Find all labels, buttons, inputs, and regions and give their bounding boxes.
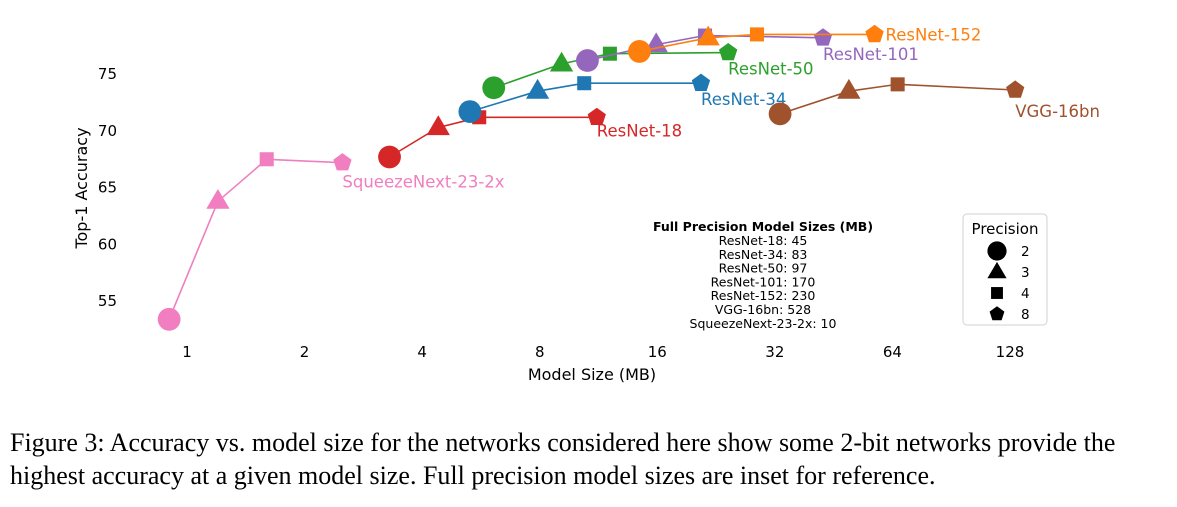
series-line-resnet-18	[389, 116, 597, 158]
precision-legend: Precision 2 3 4 8	[962, 213, 1048, 326]
data-point-resnet-152-2bit	[628, 40, 651, 63]
inset-title: Full Precision Model Sizes (MB)	[653, 219, 873, 234]
data-point-resnet-34-2bit	[458, 100, 482, 123]
legend-label: 4	[1021, 286, 1030, 302]
data-point-resnet-50-8bit	[719, 43, 738, 61]
series-line-resnet-34	[469, 82, 701, 113]
series-line-squeezenext-23-2x	[168, 158, 343, 320]
y-tick-label: 75	[98, 65, 117, 83]
legend-marker-square	[991, 287, 1003, 299]
x-tick-label: 32	[765, 343, 784, 361]
series-label-vgg-16bn: VGG-16bn	[1015, 102, 1100, 121]
inset-line: ResNet-34: 83	[719, 247, 808, 262]
data-point-resnet-101-8bit	[813, 28, 833, 46]
series-label-resnet-50: ResNet-50	[728, 60, 813, 79]
data-point-resnet-18-3bit	[426, 115, 450, 136]
inset-line: ResNet-152: 230	[711, 288, 816, 303]
data-point-vgg-16bn-4bit	[890, 77, 905, 92]
legend-frame	[962, 213, 1048, 326]
series-label-resnet-152: ResNet-152	[886, 25, 982, 44]
series-label-resnet-18: ResNet-18	[597, 121, 682, 140]
legend-marker-circle	[987, 241, 1007, 261]
data-point-resnet-50-2bit	[482, 76, 506, 100]
data-point-resnet-18-2bit	[378, 145, 401, 169]
inset-line: ResNet-18: 45	[719, 233, 808, 248]
series-line-vgg-16bn	[779, 83, 1016, 115]
data-point-squeezenext-23-2x-8bit	[333, 153, 352, 171]
x-tick-label: 16	[648, 343, 667, 361]
data-point-vgg-16bn-8bit	[1006, 80, 1025, 98]
y-tick-label: 55	[98, 292, 117, 310]
inset-line: ResNet-50: 97	[719, 261, 808, 276]
data-point-squeezenext-23-2x-4bit	[259, 152, 274, 167]
data-point-resnet-50-3bit	[549, 51, 574, 72]
y-tick-label: 70	[98, 122, 117, 140]
legend-marker-triangle	[987, 261, 1007, 279]
x-axis-label: Model Size (MB)	[528, 365, 656, 384]
data-point-resnet-34-3bit	[526, 78, 550, 99]
y-tick-label: 60	[98, 235, 117, 253]
data-point-resnet-34-4bit	[577, 76, 592, 91]
legend-marker-pentagon	[989, 306, 1005, 321]
x-tick-label: 128	[996, 343, 1025, 361]
data-point-vgg-16bn-2bit	[768, 102, 792, 126]
data-point-resnet-101-2bit	[576, 49, 599, 72]
data-point-resnet-152-4bit	[749, 27, 765, 42]
series-line-resnet-152	[639, 33, 875, 53]
y-axis-label: Top-1 Accuracy	[72, 127, 91, 249]
data-point-resnet-152-8bit	[865, 24, 884, 43]
legend-title: Precision	[972, 220, 1039, 238]
x-tick-label: 8	[535, 343, 545, 361]
series-label-squeezenext-23-2x: SqueezeNext-23-2x	[342, 173, 504, 192]
legend-label: 3	[1021, 265, 1030, 281]
data-point-vgg-16bn-3bit	[837, 78, 861, 99]
x-tick-label: 1	[182, 343, 192, 361]
data-point-resnet-18-8bit	[587, 107, 606, 125]
data-point-resnet-152-3bit	[696, 25, 720, 46]
legend-label: 2	[1021, 244, 1030, 260]
figure-caption: Figure 3: Accuracy vs. model size for th…	[10, 428, 1116, 490]
data-point-squeezenext-23-2x-2bit	[157, 307, 181, 331]
series-label-resnet-101: ResNet-101	[823, 45, 919, 64]
legend-label: 8	[1021, 307, 1030, 323]
x-tick-label: 2	[300, 343, 310, 361]
y-tick-label: 65	[98, 179, 117, 197]
data-point-resnet-34-8bit	[691, 73, 711, 91]
x-tick-label: 4	[417, 343, 427, 361]
x-tick-label: 64	[883, 343, 902, 361]
inset-line: ResNet-101: 170	[711, 274, 816, 289]
series-label-resnet-34: ResNet-34	[701, 90, 786, 109]
inset-line: VGG-16bn: 528	[715, 302, 811, 317]
data-point-resnet-50-4bit	[602, 46, 617, 61]
inset-line: SqueezeNext-23-2x: 10	[690, 316, 837, 331]
data-point-squeezenext-23-2x-3bit	[206, 189, 230, 209]
